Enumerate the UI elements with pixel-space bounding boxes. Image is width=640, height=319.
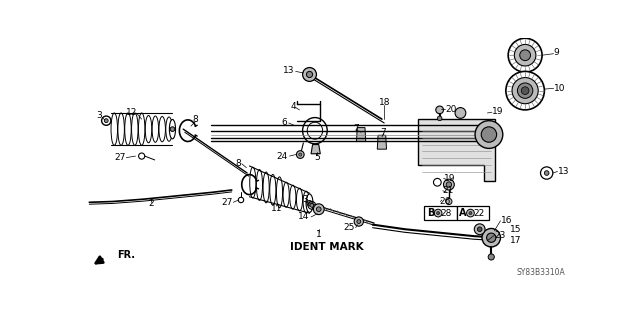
Ellipse shape bbox=[306, 194, 313, 212]
Circle shape bbox=[446, 198, 452, 204]
Circle shape bbox=[435, 209, 442, 217]
Text: 5: 5 bbox=[314, 153, 320, 162]
Circle shape bbox=[314, 204, 324, 215]
Circle shape bbox=[482, 228, 500, 247]
Text: 26: 26 bbox=[440, 197, 451, 206]
Text: 10: 10 bbox=[554, 84, 565, 93]
Circle shape bbox=[357, 219, 361, 224]
Text: SY83B3310A: SY83B3310A bbox=[516, 268, 565, 277]
Text: 3: 3 bbox=[97, 111, 102, 120]
Polygon shape bbox=[378, 135, 387, 149]
Text: 19: 19 bbox=[444, 174, 455, 183]
Circle shape bbox=[474, 224, 485, 235]
Text: 4: 4 bbox=[291, 101, 296, 111]
Circle shape bbox=[307, 71, 312, 78]
Ellipse shape bbox=[170, 119, 175, 139]
Text: 1: 1 bbox=[316, 230, 322, 239]
Circle shape bbox=[517, 83, 533, 98]
Text: 12: 12 bbox=[126, 108, 138, 117]
Text: 15: 15 bbox=[509, 225, 521, 234]
Text: A: A bbox=[459, 208, 467, 218]
Circle shape bbox=[520, 50, 531, 61]
Circle shape bbox=[307, 201, 312, 206]
Text: 11: 11 bbox=[271, 204, 282, 213]
Circle shape bbox=[303, 68, 316, 81]
Circle shape bbox=[521, 87, 529, 94]
Text: 2: 2 bbox=[148, 199, 154, 208]
Text: 21: 21 bbox=[442, 186, 453, 195]
Circle shape bbox=[469, 211, 472, 215]
Circle shape bbox=[296, 151, 304, 159]
Bar bbox=[424, 206, 456, 220]
Circle shape bbox=[477, 227, 482, 232]
Circle shape bbox=[436, 106, 444, 114]
Circle shape bbox=[488, 254, 494, 260]
Circle shape bbox=[437, 116, 442, 121]
Text: 18: 18 bbox=[378, 99, 390, 108]
Text: 17: 17 bbox=[509, 235, 521, 245]
Text: 16: 16 bbox=[500, 216, 512, 225]
Text: 9: 9 bbox=[554, 48, 559, 57]
Text: IDENT MARK: IDENT MARK bbox=[290, 242, 364, 252]
Text: 14: 14 bbox=[298, 212, 310, 221]
Text: 7: 7 bbox=[381, 128, 387, 137]
Text: 27: 27 bbox=[221, 198, 232, 207]
Text: 25: 25 bbox=[344, 223, 355, 232]
Text: 13: 13 bbox=[283, 66, 294, 75]
Polygon shape bbox=[356, 128, 365, 141]
Circle shape bbox=[455, 108, 466, 118]
Text: 8: 8 bbox=[193, 115, 198, 124]
Circle shape bbox=[310, 204, 314, 207]
Text: 20: 20 bbox=[445, 105, 456, 114]
Text: FR.: FR. bbox=[117, 250, 135, 260]
Text: 28: 28 bbox=[440, 209, 451, 218]
Polygon shape bbox=[311, 145, 320, 154]
Text: 27: 27 bbox=[114, 153, 125, 162]
Circle shape bbox=[467, 209, 474, 217]
Circle shape bbox=[486, 233, 496, 242]
Text: 19: 19 bbox=[492, 107, 504, 116]
Text: 8: 8 bbox=[236, 159, 241, 167]
Circle shape bbox=[475, 121, 503, 148]
Circle shape bbox=[481, 127, 497, 142]
Text: B: B bbox=[427, 208, 434, 218]
Circle shape bbox=[436, 211, 440, 215]
Text: 24: 24 bbox=[276, 152, 288, 160]
Circle shape bbox=[104, 119, 108, 122]
Circle shape bbox=[545, 171, 549, 175]
Bar bbox=[456, 206, 489, 220]
Text: 6: 6 bbox=[282, 118, 287, 128]
Circle shape bbox=[506, 71, 545, 110]
Circle shape bbox=[354, 217, 364, 226]
Circle shape bbox=[446, 182, 452, 187]
Polygon shape bbox=[418, 119, 495, 181]
Circle shape bbox=[299, 153, 302, 156]
Text: 13: 13 bbox=[557, 167, 569, 176]
Circle shape bbox=[316, 207, 321, 211]
Circle shape bbox=[170, 127, 175, 131]
Text: 7: 7 bbox=[353, 124, 358, 133]
Circle shape bbox=[512, 78, 538, 104]
Text: 3: 3 bbox=[302, 196, 308, 204]
Circle shape bbox=[508, 38, 542, 72]
Circle shape bbox=[515, 44, 536, 66]
Circle shape bbox=[102, 116, 111, 125]
Text: 22: 22 bbox=[474, 209, 484, 218]
Circle shape bbox=[444, 179, 454, 190]
Text: 23: 23 bbox=[494, 231, 506, 240]
